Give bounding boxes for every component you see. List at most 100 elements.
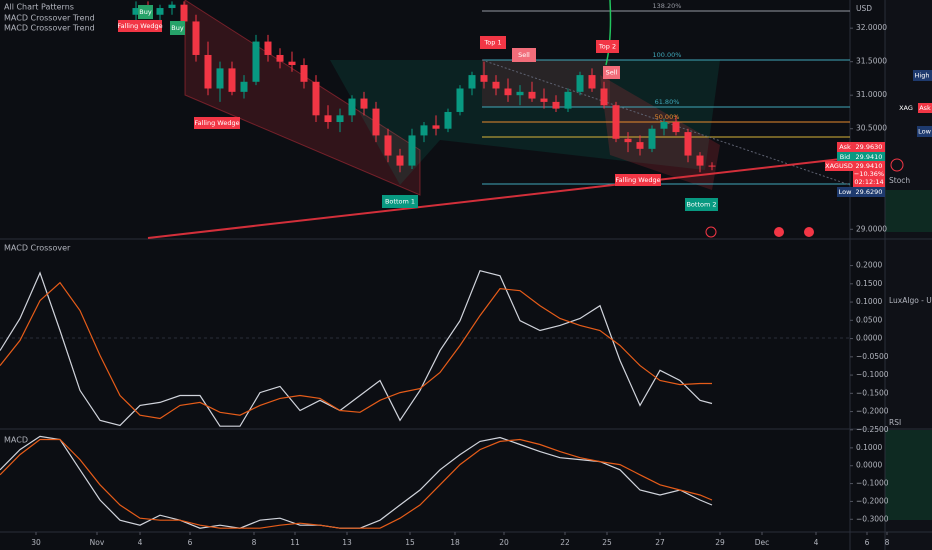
- top-zone: [482, 60, 610, 107]
- candle-body: [384, 135, 392, 156]
- x-tick-label: Nov: [90, 538, 105, 547]
- candle-body: [420, 125, 428, 136]
- x-tick-label: 4: [138, 538, 143, 547]
- fib-label: 100.00%: [653, 51, 682, 59]
- label-box: [603, 66, 620, 79]
- legend-item: MACD Crossover Trend: [4, 24, 95, 33]
- x-tick-label: 8: [885, 538, 890, 547]
- pattern-label: Falling Wedge: [117, 22, 162, 30]
- tag: [837, 152, 853, 162]
- pattern-label: Bottom 1: [385, 198, 415, 206]
- y-tick-label: 0.0000: [856, 461, 882, 470]
- y-tick-label: −0.2500: [856, 425, 889, 434]
- candle-body: [372, 108, 380, 136]
- candle-body: [684, 132, 692, 156]
- candle-body: [168, 4, 176, 9]
- candle-body: [528, 91, 536, 99]
- label-box: [118, 20, 162, 32]
- candle-body: [216, 68, 224, 89]
- event-icon: [774, 227, 784, 237]
- y-tick-label: 29.0000: [856, 224, 887, 233]
- y-tick-label: −0.0500: [856, 352, 889, 361]
- legend-item: MACD Crossover Trend: [4, 14, 95, 23]
- candle-body: [480, 75, 488, 82]
- candle-body: [336, 115, 344, 123]
- candle-body: [504, 88, 512, 96]
- side-title: LuxAlgo - Ultima: [889, 296, 932, 305]
- candle-body: [312, 81, 320, 116]
- pattern-label: Falling Wedge: [194, 119, 239, 127]
- x-tick-label: 30: [31, 538, 41, 547]
- y-tick-label: 0.0500: [856, 315, 882, 324]
- x-tick-label: 4: [814, 538, 819, 547]
- side-zone: [885, 190, 932, 232]
- y-tick-label: 0.0000: [856, 334, 882, 343]
- label-box: [480, 36, 506, 49]
- x-tick-label: 11: [290, 538, 300, 547]
- candle-body: [636, 142, 644, 149]
- y-tick-label: 31.0000: [856, 90, 887, 99]
- y-tick-label: 30.5000: [856, 124, 887, 133]
- y-tick-label: 31.5000: [856, 57, 887, 66]
- tag-text: Bid: [840, 153, 850, 161]
- currency-label: USD: [856, 4, 872, 13]
- candle-body: [204, 54, 212, 89]
- candle-body: [264, 41, 272, 55]
- pattern-label: Top 1: [483, 39, 501, 47]
- candle-body: [672, 122, 680, 133]
- pattern-label: Buy: [171, 24, 184, 32]
- pane-title: MACD: [4, 436, 28, 445]
- trend-line: [481, 59, 851, 186]
- pattern-label: Bottom 2: [686, 201, 716, 209]
- fib-label: 61.80%: [655, 98, 680, 106]
- candle-body: [696, 155, 704, 166]
- indicator-line: [605, 0, 612, 66]
- tag-text: 29.9630: [856, 143, 883, 151]
- label-box: [512, 48, 536, 62]
- tag-text: 02:12:14: [854, 178, 883, 186]
- y-tick-label: −0.2000: [856, 496, 889, 505]
- candle-body: [564, 91, 572, 109]
- tag: [837, 142, 853, 152]
- label-box: [194, 117, 240, 129]
- label-box: [138, 5, 153, 19]
- x-tick-label: Dec: [755, 538, 770, 547]
- label-box: [685, 198, 718, 211]
- x-tick-label: 8: [252, 538, 257, 547]
- y-tick-label: 0.1500: [856, 279, 882, 288]
- label-box: [615, 174, 661, 186]
- x-tick-label: 18: [450, 538, 460, 547]
- indicator-line: [0, 281, 712, 420]
- fib-label: 138.20%: [653, 2, 682, 10]
- tag-text: Low: [839, 188, 852, 196]
- y-tick-label: 0.2000: [856, 261, 882, 270]
- price-tags: Ask 29.9630 Bid 29.9410 XAGUSD 29.9410 −…: [825, 142, 885, 197]
- x-tick-label: 25: [602, 538, 612, 547]
- x-tick-label: 29: [715, 538, 725, 547]
- y-tick-label: −0.3000: [856, 514, 889, 523]
- wedge-zone: [184, 0, 421, 196]
- side-tag: Ask: [919, 104, 931, 112]
- tag: [853, 152, 885, 162]
- tag-text: 29.6290: [856, 188, 883, 196]
- candle-body: [588, 75, 596, 89]
- candle-body: [156, 8, 164, 15]
- candle-body: [600, 88, 608, 106]
- candle-body: [192, 21, 200, 55]
- event-icon: [890, 158, 904, 172]
- candle-body: [492, 81, 500, 89]
- candle-body: [132, 8, 140, 15]
- fib-label: 50.00%: [655, 113, 680, 121]
- candle-body: [660, 122, 668, 129]
- label-box: [382, 195, 418, 208]
- support-line: [147, 157, 851, 239]
- y-tick-label: 32.0000: [856, 23, 887, 32]
- candle-body: [612, 105, 620, 139]
- tag: [913, 70, 932, 81]
- x-tick-label: 6: [865, 538, 870, 547]
- x-tick-label: 6: [188, 538, 193, 547]
- candle-body: [408, 135, 416, 166]
- indicator-line: [0, 269, 713, 427]
- x-tick-label: 27: [655, 538, 665, 547]
